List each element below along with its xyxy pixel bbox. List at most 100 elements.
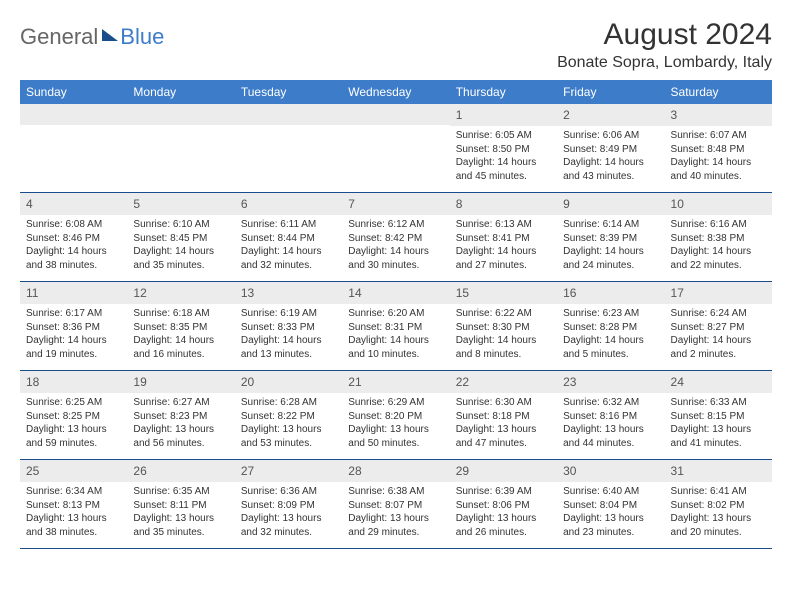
day-body: Sunrise: 6:23 AMSunset: 8:28 PMDaylight:… [557, 304, 664, 367]
day-cell: 12Sunrise: 6:18 AMSunset: 8:35 PMDayligh… [127, 282, 234, 370]
daylight-text: Daylight: 14 hours and 10 minutes. [348, 334, 443, 361]
logo: General Blue [20, 24, 164, 50]
header: General Blue August 2024 Bonate Sopra, L… [20, 18, 772, 72]
day-number: 17 [665, 282, 772, 304]
day-cell: 2Sunrise: 6:06 AMSunset: 8:49 PMDaylight… [557, 104, 664, 192]
day-cell: 31Sunrise: 6:41 AMSunset: 8:02 PMDayligh… [665, 460, 772, 548]
sunrise-text: Sunrise: 6:12 AM [348, 218, 443, 232]
sunrise-text: Sunrise: 6:14 AM [563, 218, 658, 232]
day-cell: 25Sunrise: 6:34 AMSunset: 8:13 PMDayligh… [20, 460, 127, 548]
daylight-text: Daylight: 14 hours and 30 minutes. [348, 245, 443, 272]
day-body: Sunrise: 6:25 AMSunset: 8:25 PMDaylight:… [20, 393, 127, 456]
day-cell: 24Sunrise: 6:33 AMSunset: 8:15 PMDayligh… [665, 371, 772, 459]
day-number: 25 [20, 460, 127, 482]
day-body: Sunrise: 6:13 AMSunset: 8:41 PMDaylight:… [450, 215, 557, 278]
sunrise-text: Sunrise: 6:19 AM [241, 307, 336, 321]
sunrise-text: Sunrise: 6:40 AM [563, 485, 658, 499]
day-cell: 30Sunrise: 6:40 AMSunset: 8:04 PMDayligh… [557, 460, 664, 548]
day-number: 23 [557, 371, 664, 393]
day-number: 1 [450, 104, 557, 126]
day-cell: 10Sunrise: 6:16 AMSunset: 8:38 PMDayligh… [665, 193, 772, 281]
day-cell: 19Sunrise: 6:27 AMSunset: 8:23 PMDayligh… [127, 371, 234, 459]
day-number: 2 [557, 104, 664, 126]
day-body: Sunrise: 6:18 AMSunset: 8:35 PMDaylight:… [127, 304, 234, 367]
day-number: 19 [127, 371, 234, 393]
day-body: Sunrise: 6:40 AMSunset: 8:04 PMDaylight:… [557, 482, 664, 545]
sunrise-text: Sunrise: 6:35 AM [133, 485, 228, 499]
daylight-text: Daylight: 14 hours and 2 minutes. [671, 334, 766, 361]
day-body: Sunrise: 6:35 AMSunset: 8:11 PMDaylight:… [127, 482, 234, 545]
daylight-text: Daylight: 14 hours and 13 minutes. [241, 334, 336, 361]
daylight-text: Daylight: 13 hours and 38 minutes. [26, 512, 121, 539]
daylight-text: Daylight: 14 hours and 8 minutes. [456, 334, 551, 361]
day-number: 9 [557, 193, 664, 215]
day-cell: 18Sunrise: 6:25 AMSunset: 8:25 PMDayligh… [20, 371, 127, 459]
day-body: Sunrise: 6:32 AMSunset: 8:16 PMDaylight:… [557, 393, 664, 456]
sunset-text: Sunset: 8:15 PM [671, 410, 766, 424]
week-row: 11Sunrise: 6:17 AMSunset: 8:36 PMDayligh… [20, 282, 772, 371]
title-block: August 2024 Bonate Sopra, Lombardy, Ital… [557, 18, 772, 72]
sunset-text: Sunset: 8:22 PM [241, 410, 336, 424]
day-cell: 4Sunrise: 6:08 AMSunset: 8:46 PMDaylight… [20, 193, 127, 281]
day-body: Sunrise: 6:41 AMSunset: 8:02 PMDaylight:… [665, 482, 772, 545]
day-cell: 9Sunrise: 6:14 AMSunset: 8:39 PMDaylight… [557, 193, 664, 281]
day-cell: 14Sunrise: 6:20 AMSunset: 8:31 PMDayligh… [342, 282, 449, 370]
sunset-text: Sunset: 8:28 PM [563, 321, 658, 335]
daylight-text: Daylight: 14 hours and 16 minutes. [133, 334, 228, 361]
calendar: SundayMondayTuesdayWednesdayThursdayFrid… [20, 80, 772, 549]
daylight-text: Daylight: 14 hours and 24 minutes. [563, 245, 658, 272]
week-row: 25Sunrise: 6:34 AMSunset: 8:13 PMDayligh… [20, 460, 772, 549]
location-text: Bonate Sopra, Lombardy, Italy [557, 54, 772, 72]
sunset-text: Sunset: 8:38 PM [671, 232, 766, 246]
day-cell: 1Sunrise: 6:05 AMSunset: 8:50 PMDaylight… [450, 104, 557, 192]
day-number: 6 [235, 193, 342, 215]
sunset-text: Sunset: 8:44 PM [241, 232, 336, 246]
day-number: 21 [342, 371, 449, 393]
sunrise-text: Sunrise: 6:38 AM [348, 485, 443, 499]
day-body: Sunrise: 6:27 AMSunset: 8:23 PMDaylight:… [127, 393, 234, 456]
logo-triangle-icon [102, 29, 118, 41]
day-number: 18 [20, 371, 127, 393]
daylight-text: Daylight: 13 hours and 56 minutes. [133, 423, 228, 450]
sunset-text: Sunset: 8:18 PM [456, 410, 551, 424]
day-number: 14 [342, 282, 449, 304]
sunset-text: Sunset: 8:07 PM [348, 499, 443, 513]
daylight-text: Daylight: 14 hours and 5 minutes. [563, 334, 658, 361]
day-cell [235, 104, 342, 192]
day-number: 15 [450, 282, 557, 304]
daylight-text: Daylight: 14 hours and 27 minutes. [456, 245, 551, 272]
day-number: 28 [342, 460, 449, 482]
sunrise-text: Sunrise: 6:13 AM [456, 218, 551, 232]
day-number-empty [20, 104, 127, 125]
daylight-text: Daylight: 13 hours and 41 minutes. [671, 423, 766, 450]
sunrise-text: Sunrise: 6:11 AM [241, 218, 336, 232]
day-cell: 29Sunrise: 6:39 AMSunset: 8:06 PMDayligh… [450, 460, 557, 548]
sunrise-text: Sunrise: 6:17 AM [26, 307, 121, 321]
day-body: Sunrise: 6:34 AMSunset: 8:13 PMDaylight:… [20, 482, 127, 545]
daylight-text: Daylight: 13 hours and 50 minutes. [348, 423, 443, 450]
day-number-empty [127, 104, 234, 125]
sunset-text: Sunset: 8:06 PM [456, 499, 551, 513]
day-cell: 17Sunrise: 6:24 AMSunset: 8:27 PMDayligh… [665, 282, 772, 370]
sunset-text: Sunset: 8:49 PM [563, 143, 658, 157]
day-number: 26 [127, 460, 234, 482]
day-cell: 6Sunrise: 6:11 AMSunset: 8:44 PMDaylight… [235, 193, 342, 281]
daylight-text: Daylight: 13 hours and 20 minutes. [671, 512, 766, 539]
daylight-text: Daylight: 13 hours and 26 minutes. [456, 512, 551, 539]
day-cell: 3Sunrise: 6:07 AMSunset: 8:48 PMDaylight… [665, 104, 772, 192]
day-body: Sunrise: 6:33 AMSunset: 8:15 PMDaylight:… [665, 393, 772, 456]
sunset-text: Sunset: 8:04 PM [563, 499, 658, 513]
week-row: 18Sunrise: 6:25 AMSunset: 8:25 PMDayligh… [20, 371, 772, 460]
daylight-text: Daylight: 14 hours and 22 minutes. [671, 245, 766, 272]
day-number: 22 [450, 371, 557, 393]
month-title: August 2024 [557, 18, 772, 52]
sunrise-text: Sunrise: 6:33 AM [671, 396, 766, 410]
day-number: 30 [557, 460, 664, 482]
daylight-text: Daylight: 13 hours and 35 minutes. [133, 512, 228, 539]
day-number-empty [342, 104, 449, 125]
day-body: Sunrise: 6:19 AMSunset: 8:33 PMDaylight:… [235, 304, 342, 367]
day-body: Sunrise: 6:16 AMSunset: 8:38 PMDaylight:… [665, 215, 772, 278]
logo-text-general: General [20, 24, 98, 50]
day-cell: 23Sunrise: 6:32 AMSunset: 8:16 PMDayligh… [557, 371, 664, 459]
day-cell: 28Sunrise: 6:38 AMSunset: 8:07 PMDayligh… [342, 460, 449, 548]
